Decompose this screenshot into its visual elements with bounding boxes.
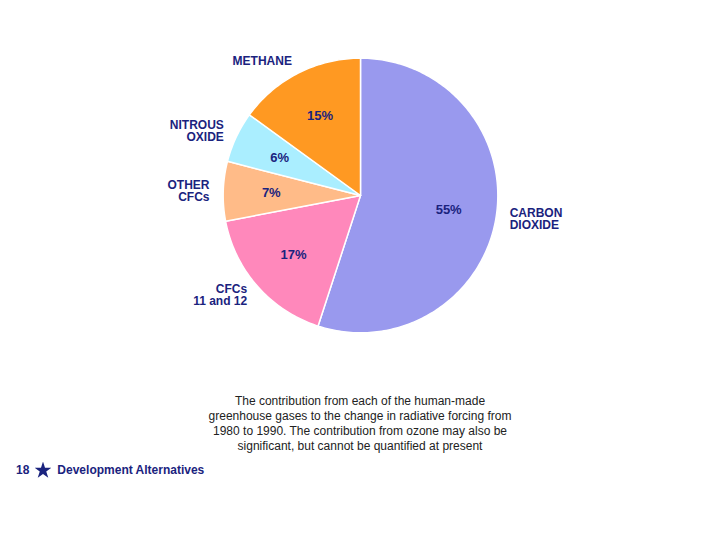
svg-text:METHANE: METHANE — [233, 54, 292, 68]
svg-text:6%: 6% — [270, 150, 289, 165]
html-text:18: 18 — [16, 463, 30, 477]
svg-text:CARBONDIOXIDE: CARBONDIOXIDE — [510, 206, 563, 232]
svg-text:17%: 17% — [281, 247, 307, 262]
html-text:Development Alternatives: Development Alternatives — [57, 463, 205, 477]
svg-text:OTHERCFCs: OTHERCFCs — [168, 178, 210, 204]
svg-text:7%: 7% — [262, 185, 281, 200]
html-text:The contribution from each of: The contribution from each of the human-… — [208, 394, 512, 453]
svg-text:15%: 15% — [307, 108, 333, 123]
svg-text:55%: 55% — [436, 202, 462, 217]
svg-text:CFCs11 and 12: CFCs11 and 12 — [193, 282, 247, 308]
svg-text:NITROUSOXIDE: NITROUSOXIDE — [170, 118, 224, 144]
